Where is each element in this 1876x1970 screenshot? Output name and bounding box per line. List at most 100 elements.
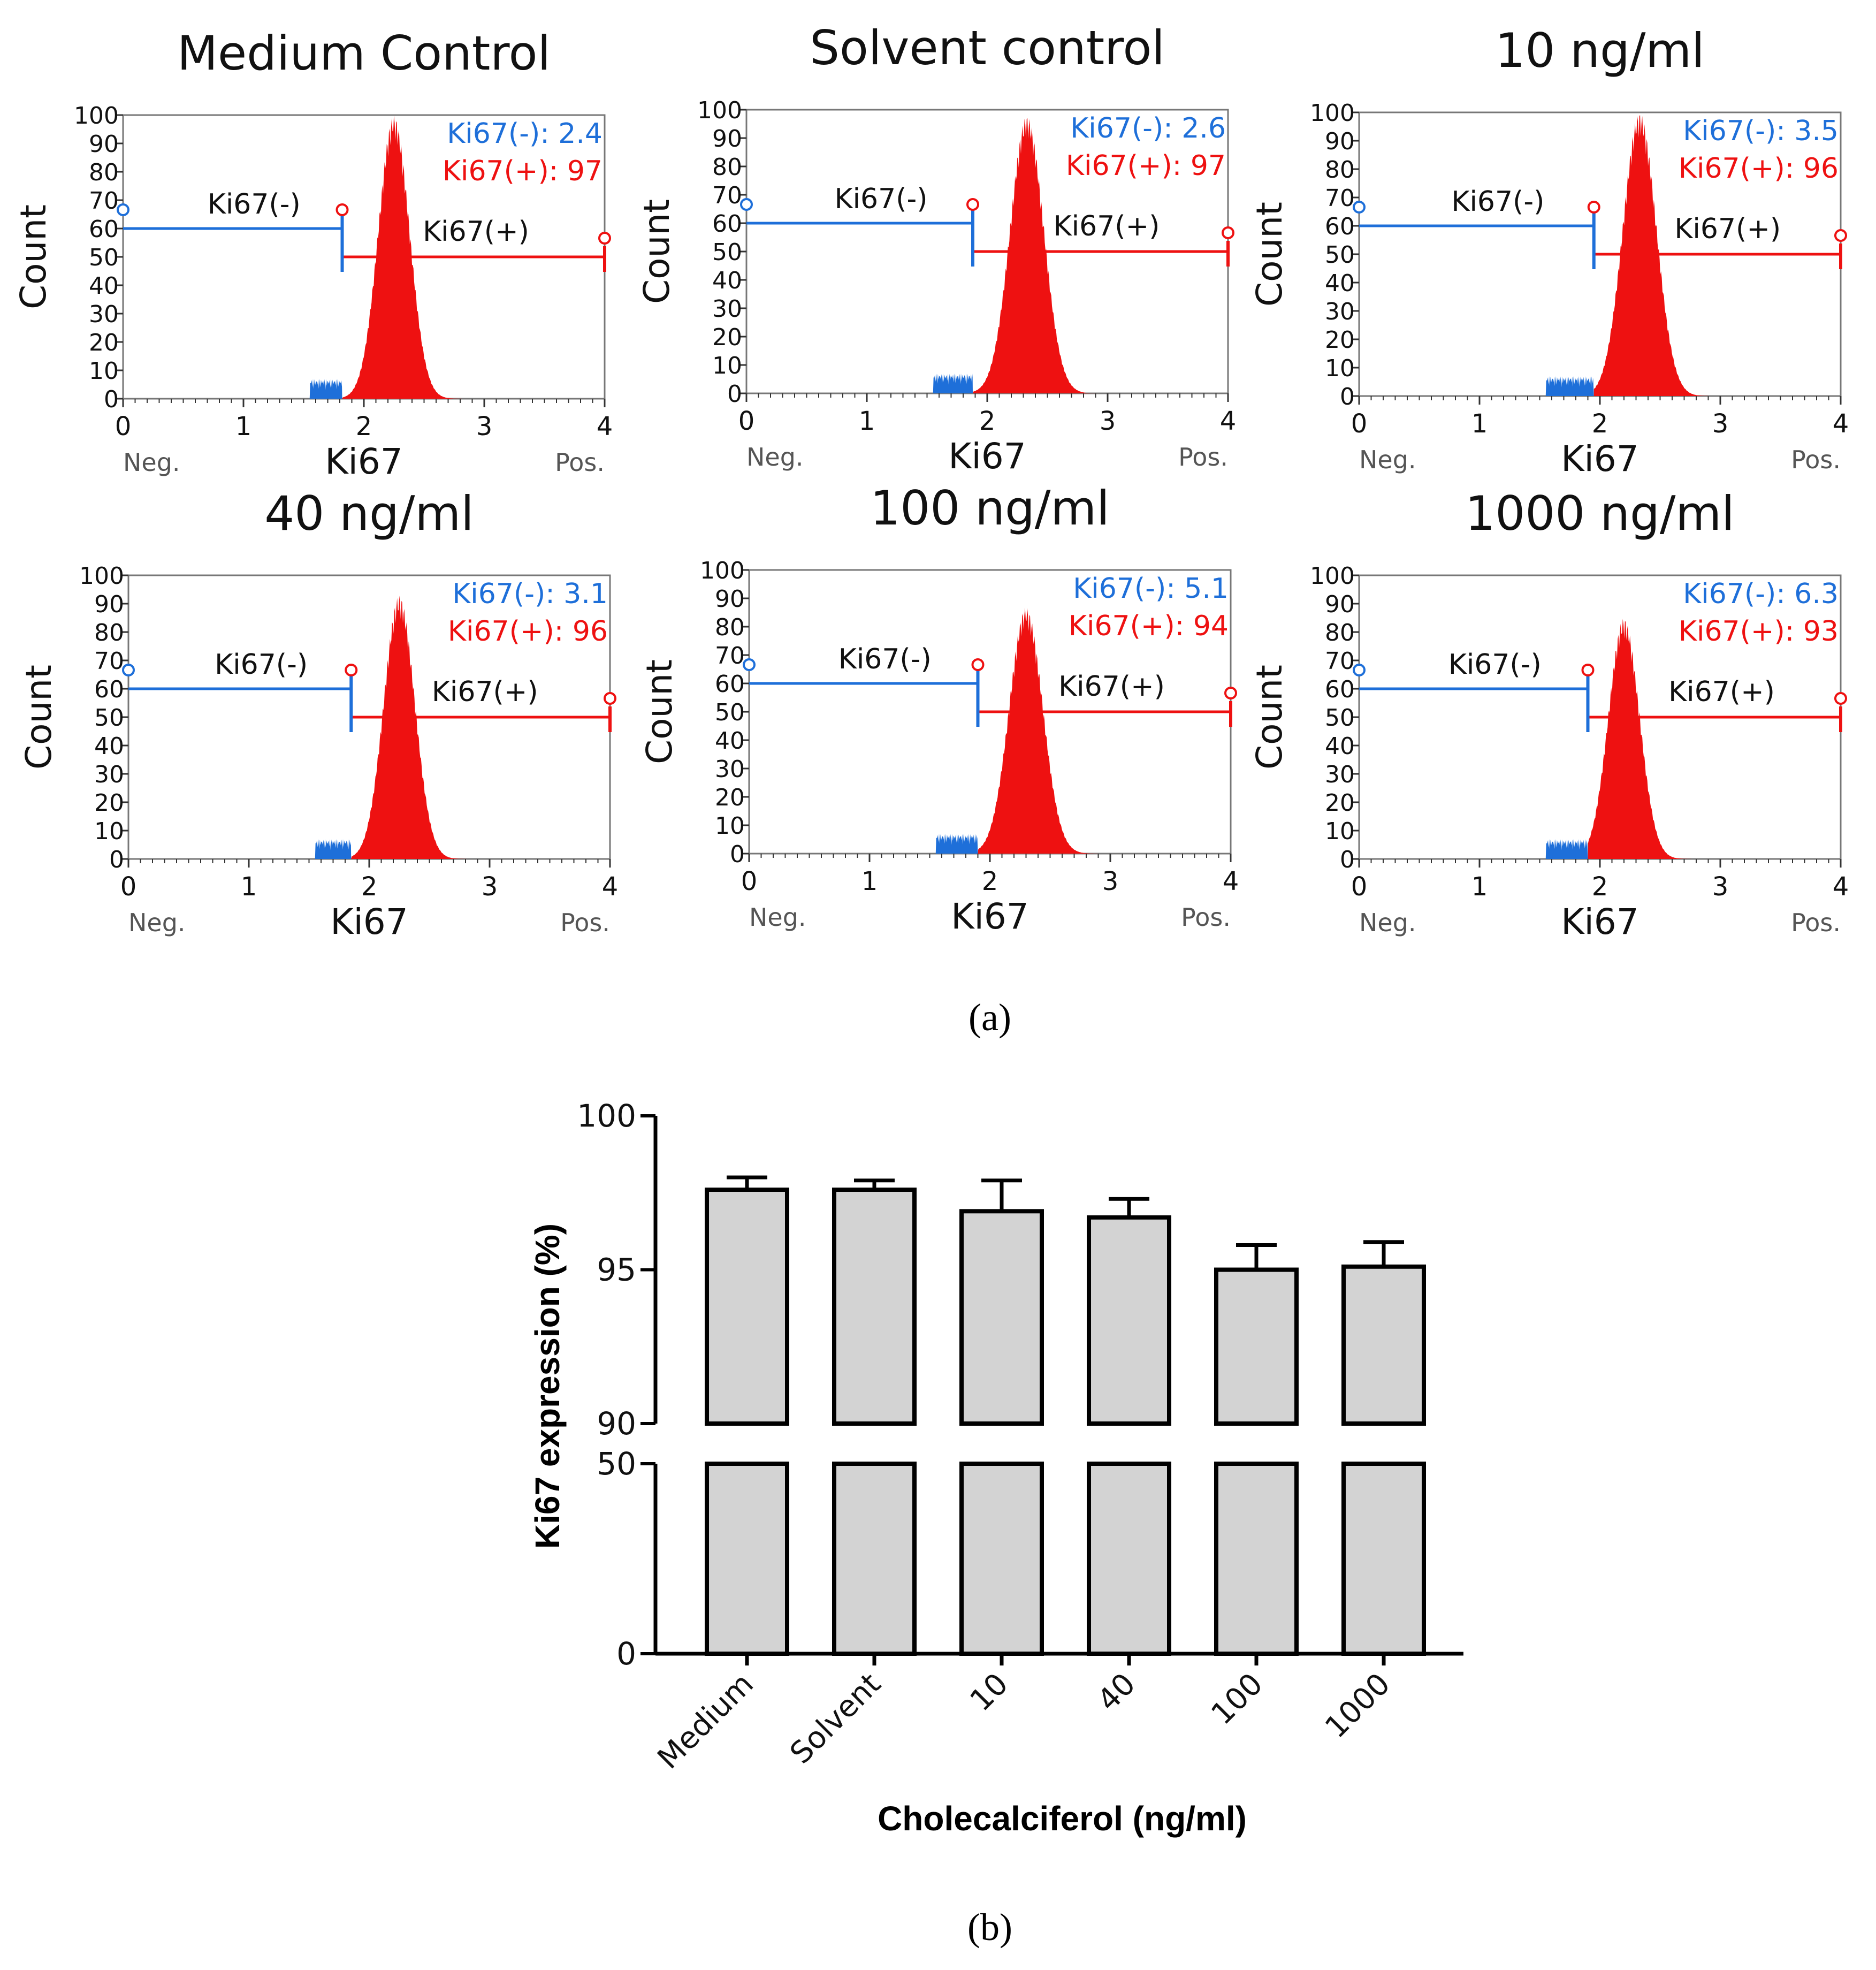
stat-positive: Ki67(+): 97 <box>443 155 603 187</box>
y-tick-label: 20 <box>715 784 745 811</box>
y-tick-label: 80 <box>89 159 119 186</box>
gate-handle <box>604 692 616 705</box>
x-axis-neg-note: Neg. <box>1359 908 1416 937</box>
y-axis-label: Count <box>1249 202 1290 307</box>
y-tick-label: 100 <box>577 1098 636 1134</box>
y-tick-label: 10 <box>1325 355 1355 382</box>
y-tick-label: 0 <box>730 841 745 868</box>
x-tick-label: 0 <box>115 412 132 442</box>
y-tick-label: 50 <box>89 244 119 271</box>
y-tick-label: 100 <box>700 557 745 584</box>
x-tick-label: 2 <box>1592 872 1608 902</box>
x-tick-label: 2 <box>979 406 996 436</box>
bar-upper-segment <box>705 1188 789 1426</box>
gate-handle <box>1587 201 1600 214</box>
x-tick-label: 0 <box>741 866 758 896</box>
y-tick-label: 70 <box>1325 185 1355 212</box>
y-tick-label: 30 <box>1325 298 1355 325</box>
stat-positive: Ki67(+): 93 <box>1679 615 1839 648</box>
y-tick-label: 50 <box>715 699 745 726</box>
stat-negative: Ki67(-): 5.1 <box>1073 573 1229 605</box>
bar-upper-segment <box>1341 1264 1426 1426</box>
histogram-grid: Medium Control Ki67(-) Ki67(+) Ki67(-): 2.4… <box>13 20 1849 942</box>
y-tick-label: 60 <box>715 671 745 698</box>
x-tick-label: 1 <box>1471 409 1488 439</box>
x-tick-label: 2 <box>982 866 998 896</box>
x-tick-label: 0 <box>1351 409 1368 439</box>
stat-positive: Ki67(+): 94 <box>1069 610 1229 642</box>
x-axis-neg-note: Neg. <box>1359 445 1416 474</box>
y-tick-label: 80 <box>1325 619 1355 646</box>
x-tick-label: 2 <box>361 872 378 902</box>
y-tick-label: 20 <box>94 789 124 817</box>
histogram-panel: Solvent control Ki67(-) Ki67(+) Ki67(-): 2.… <box>636 20 1236 477</box>
gate-handle <box>966 198 979 211</box>
gate-positive-label: Ki67(+) <box>1054 210 1160 242</box>
stat-positive: Ki67(+): 96 <box>448 615 608 648</box>
y-tick-label: 0 <box>109 846 124 873</box>
x-axis-pos-note: Pos. <box>560 908 610 937</box>
x-tick-label: 4 <box>1833 872 1849 902</box>
x-tick-label: 2 <box>356 412 372 442</box>
gate-handle <box>1224 687 1237 699</box>
gate-handle <box>345 664 358 676</box>
gate-handle <box>743 658 756 671</box>
gate-handle <box>1353 201 1366 214</box>
y-tick-label: 30 <box>712 295 742 323</box>
x-tick-label: 0 <box>738 406 755 436</box>
x-tick-label: 4 <box>1223 866 1239 896</box>
y-tick-label: 70 <box>94 648 124 675</box>
stat-positive: Ki67(+): 97 <box>1066 150 1226 182</box>
y-tick-label: 60 <box>89 216 119 243</box>
y-tick-label: 70 <box>1325 648 1355 675</box>
y-axis-label: Count <box>636 199 677 304</box>
histogram-title: 1000 ng/ml <box>1465 486 1734 541</box>
gate-handle <box>1834 229 1847 242</box>
gate-handle <box>335 203 349 216</box>
y-tick-label: 40 <box>1325 270 1355 297</box>
y-tick-label: 90 <box>89 131 119 158</box>
bar-upper-segment <box>1214 1267 1299 1426</box>
y-tick-label: 40 <box>1325 733 1355 760</box>
x-axis-label: Ki67 <box>1561 901 1639 942</box>
histogram-positive-area <box>978 607 1099 854</box>
bar-lower-segment <box>959 1462 1044 1656</box>
bar-lower-segment <box>705 1462 789 1656</box>
x-axis-pos-note: Pos. <box>1178 443 1228 471</box>
y-tick-label: 30 <box>1325 761 1355 788</box>
histogram-panel: Medium Control Ki67(-) Ki67(+) Ki67(-): 2.4… <box>13 26 613 482</box>
y-tick-label: 60 <box>1325 213 1355 240</box>
bar-lower-segment <box>832 1462 917 1656</box>
y-tick-label: 30 <box>94 761 124 788</box>
gate-handle <box>117 203 129 216</box>
x-axis-label: Ki67 <box>1561 438 1639 480</box>
gate-handle <box>740 198 753 211</box>
bar-lower-segment <box>1087 1462 1171 1656</box>
gate-negative-label: Ki67(-) <box>838 643 932 675</box>
y-tick-label: 50 <box>94 704 124 732</box>
y-tick-label: 0 <box>1340 846 1355 873</box>
histogram-positive-area <box>351 595 478 859</box>
y-tick-label: 70 <box>715 642 745 670</box>
histogram-negative-area <box>1545 839 1588 859</box>
histogram-title: 40 ng/ml <box>264 486 474 541</box>
y-tick-label: 80 <box>1325 156 1355 184</box>
histogram-positive-area <box>1593 115 1709 397</box>
histogram-panel: 10 ng/ml Ki67(-) Ki67(+) Ki67(-): 3.5 Ki67(+… <box>1249 23 1849 480</box>
gate-handle <box>1834 692 1847 705</box>
y-axis-label: Count <box>18 665 59 770</box>
y-tick-label: 90 <box>1325 128 1355 155</box>
y-tick-label: 95 <box>597 1252 636 1288</box>
gate-handle <box>1353 664 1366 676</box>
y-tick-label: 100 <box>697 97 742 124</box>
gate-handle <box>971 658 985 671</box>
bar-upper-segment <box>959 1209 1044 1426</box>
x-axis-pos-note: Pos. <box>1791 908 1841 937</box>
histogram-title: 100 ng/ml <box>870 481 1109 536</box>
y-tick-label: 80 <box>715 614 745 641</box>
x-tick-label: 4 <box>597 412 613 442</box>
x-axis-neg-note: Neg. <box>749 903 806 932</box>
y-tick-label: 20 <box>1325 789 1355 817</box>
y-tick-label: 60 <box>1325 676 1355 703</box>
x-tick-label: 3 <box>1712 409 1729 439</box>
